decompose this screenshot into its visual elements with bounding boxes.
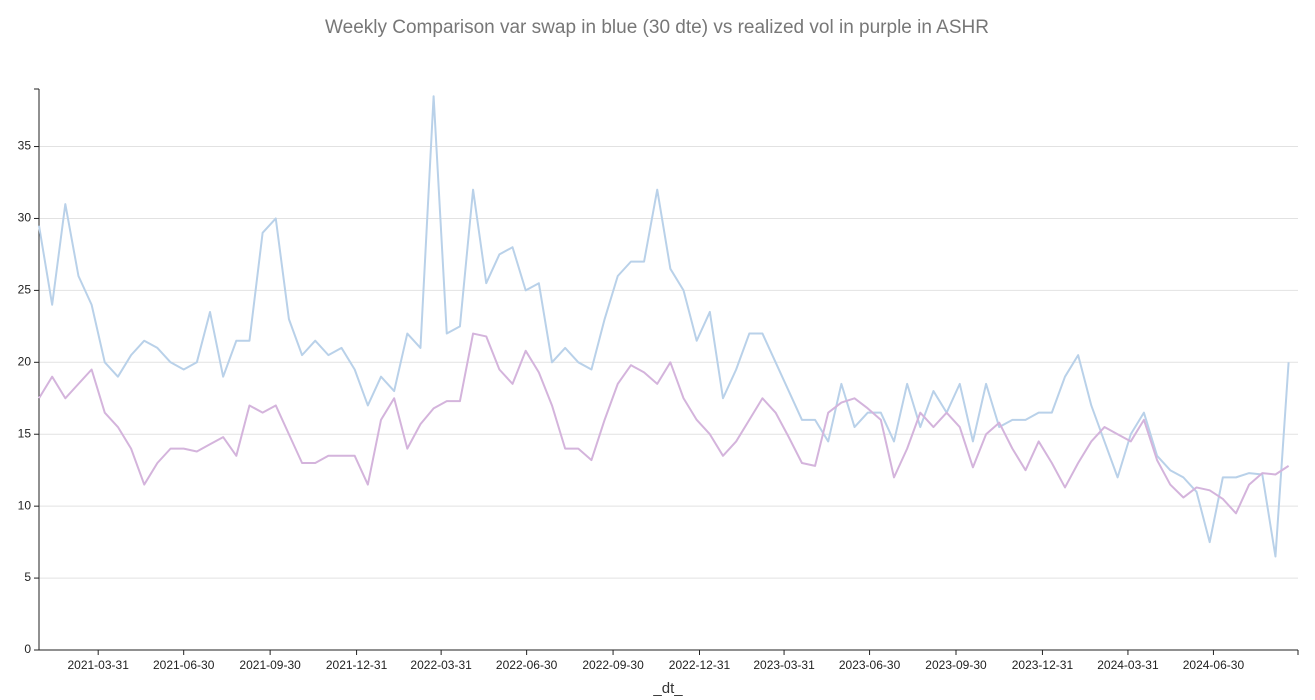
y-tick-label: 30 [18, 211, 32, 225]
series-line [38, 95, 1290, 558]
x-axis-label: _dt_ [652, 680, 683, 697]
y-tick-label: 5 [24, 570, 31, 584]
x-tick-label: 2024-03-31 [1097, 658, 1159, 672]
y-tick-label: 15 [18, 426, 32, 440]
x-tick-label: 2022-09-30 [582, 658, 644, 672]
x-tick-label: 2021-12-31 [326, 658, 388, 672]
series-line [38, 332, 1290, 515]
x-tick-label: 2021-03-31 [67, 658, 129, 672]
y-tick-label: 25 [18, 283, 32, 297]
y-tick-label: 0 [24, 642, 31, 656]
x-tick-label: 2023-12-31 [1012, 658, 1074, 672]
x-tick-label: 2024-06-30 [1183, 658, 1245, 672]
x-tick-label: 2023-06-30 [839, 658, 901, 672]
x-tick-label: 2022-03-31 [410, 658, 472, 672]
y-tick-label: 10 [18, 498, 32, 512]
x-tick-label: 2022-12-31 [669, 658, 731, 672]
chart-title: Weekly Comparison var swap in blue (30 d… [325, 17, 989, 38]
x-tick-label: 2023-03-31 [753, 658, 815, 672]
y-tick-label: 20 [18, 354, 32, 368]
x-tick-label: 2021-09-30 [239, 658, 301, 672]
x-tick-label: 2022-06-30 [496, 658, 558, 672]
x-tick-label: 2021-06-30 [153, 658, 215, 672]
x-tick-label: 2023-09-30 [925, 658, 987, 672]
y-tick-label: 35 [18, 139, 32, 153]
